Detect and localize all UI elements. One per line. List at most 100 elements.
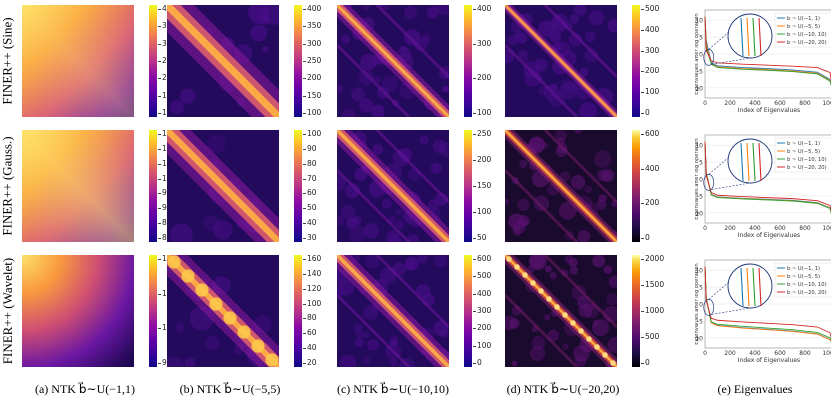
x-tick-label: 200	[724, 350, 736, 357]
y-tick-label: -5	[697, 193, 703, 200]
x-axis-label: Index of Eigenvalues	[738, 107, 800, 114]
colorbar-tick: 100	[302, 129, 322, 138]
colorbar-tick: 200	[472, 73, 492, 83]
colorbar-tick: 80	[303, 158, 317, 168]
ntk-heatmap-r3-c1	[22, 255, 134, 367]
colorbar-tick: 200	[302, 73, 322, 83]
ntk-heatmap-r2-c2	[143, 106, 303, 266]
colorbar-r2-c3	[464, 130, 472, 242]
colorbar-r3-c2	[294, 255, 302, 367]
colorbar-tick: 400	[472, 4, 492, 13]
y-axis-label: Eigenvalues after log operation	[695, 138, 700, 219]
series-line-2	[704, 16, 831, 86]
legend-entry: b ~ U(−1, 1)	[787, 16, 820, 22]
series-line-4	[704, 266, 831, 339]
caption-a: (a) NTK b⃗∼U(−1,1)	[34, 382, 136, 396]
legend-entry: b ~ U(−10, 10)	[787, 157, 827, 163]
x-tick-label: 800	[799, 225, 811, 232]
colorbar-tick: 300	[640, 45, 660, 55]
x-axis-label: Index of Eigenvalues	[738, 357, 800, 364]
y-tick-label: 5	[699, 35, 703, 42]
ntk-heatmap-r3-c3	[323, 241, 463, 381]
colorbar-tick: 85	[158, 218, 172, 228]
colorbar-tick: 500	[640, 332, 660, 341]
x-tick-label: 200	[724, 225, 736, 232]
row-label-sine: FINER++ (Sine)	[0, 17, 15, 105]
colorbar-tick: 70	[303, 173, 317, 183]
colorbar-tick: 100	[302, 108, 322, 117]
colorbar-r1-c2	[294, 5, 302, 117]
colorbar-tick: 250	[472, 129, 492, 138]
legend-entry: b ~ U(−20, 20)	[787, 40, 827, 46]
colorbar-tick: 300	[472, 38, 492, 48]
colorbar-tick: 1000	[640, 306, 665, 315]
x-tick-label: 400	[749, 225, 761, 232]
colorbar-tick: 100	[472, 340, 492, 350]
colorbar-r2-c1	[149, 130, 157, 242]
y-tick-label: 0	[699, 52, 703, 59]
colorbar-tick: 160	[302, 254, 322, 263]
x-tick-label: 400	[749, 100, 761, 107]
colorbar-tick: 0	[641, 233, 650, 242]
x-tick-label: 800	[799, 350, 811, 357]
colorbar-tick: 2000	[640, 254, 665, 263]
y-tick-label: -10	[695, 210, 703, 217]
ntk-heatmap-r2-c3	[323, 116, 463, 256]
colorbar-tick: 0	[641, 358, 650, 367]
ntk-heatmap-r3-c2	[146, 234, 300, 388]
colorbar-tick: 100	[302, 298, 322, 308]
x-axis-label: Index of Eigenvalues	[738, 232, 800, 239]
y-tick-label: -5	[697, 68, 703, 75]
colorbar-r2-c4	[632, 130, 640, 242]
ntk-heatmap-r1-c3	[325, 0, 461, 129]
y-tick-label: 0	[699, 177, 703, 184]
colorbar-tick: 95	[158, 188, 172, 198]
colorbar-tick: 90	[158, 203, 172, 213]
x-tick-label: 1000	[822, 350, 831, 357]
series-line-1	[704, 16, 831, 86]
colorbar-tick: 150	[302, 90, 322, 100]
colorbar-tick: 20	[303, 358, 317, 367]
colorbar-tick: 90	[158, 358, 172, 367]
colorbar-tick: 400	[302, 4, 322, 13]
colorbar-tick: 120	[302, 283, 322, 293]
colorbar-tick: 60	[303, 328, 317, 338]
colorbar-tick: 40	[303, 218, 317, 228]
eigenvalue-plot-3: 10 5 0 -5 -10 0 200 400 600 800 1000 Index of Eigen…	[693, 258, 831, 380]
colorbar-tick: 200	[472, 323, 492, 333]
legend-entry: b ~ U(−1, 1)	[787, 266, 820, 272]
eigenvalue-plot-2: 10 5 0 -5 -10 0 200 400 600 800 1000 Index of Eigen…	[693, 133, 831, 255]
row-label-wavelet: FINER++ (Wavelet)	[0, 257, 15, 365]
colorbar-tick: 40	[303, 343, 317, 353]
colorbar-tick: 400	[640, 163, 660, 173]
x-tick-label: 1000	[822, 100, 831, 107]
y-tick-label: 10	[695, 268, 703, 275]
caption-e: (e) Eigenvalues	[717, 382, 793, 396]
colorbar-tick: 100	[472, 207, 492, 216]
colorbar-tick: 100	[640, 87, 660, 97]
colorbar-tick: 250	[302, 56, 322, 65]
x-tick-label: 600	[774, 350, 786, 357]
y-tick-label: -10	[695, 85, 703, 92]
colorbar-tick: 200	[640, 198, 660, 208]
colorbar-tick: 80	[158, 233, 172, 242]
y-tick-label: 5	[699, 285, 703, 292]
x-tick-label: 0	[703, 225, 707, 232]
y-tick-label: 0	[699, 302, 703, 309]
colorbar-tick: 100	[472, 108, 492, 117]
x-tick-label: 600	[774, 100, 786, 107]
colorbar-tick: 60	[303, 188, 317, 198]
y-axis-label: Eigenvalues after log operation	[695, 263, 700, 344]
y-tick-label: 10	[695, 18, 703, 25]
legend-entry: b ~ U(−20, 20)	[787, 290, 827, 296]
legend-entry: b ~ U(−5, 5)	[787, 24, 820, 30]
ntk-heatmap-r3-c4	[496, 246, 626, 376]
eigenvalue-plot-1: 10 5 0 -5 -10 0 200 400 600 800 1000 Index of Eigen…	[693, 8, 831, 130]
x-tick-label: 200	[724, 100, 736, 107]
colorbar-tick: 200	[640, 66, 660, 76]
legend-entry: b ~ U(−10, 10)	[787, 32, 827, 38]
x-tick-label: 400	[749, 350, 761, 357]
colorbar-r1-c3	[464, 5, 472, 117]
y-tick-label: -5	[697, 318, 703, 325]
ntk-heatmap-r2-c4	[496, 121, 626, 251]
